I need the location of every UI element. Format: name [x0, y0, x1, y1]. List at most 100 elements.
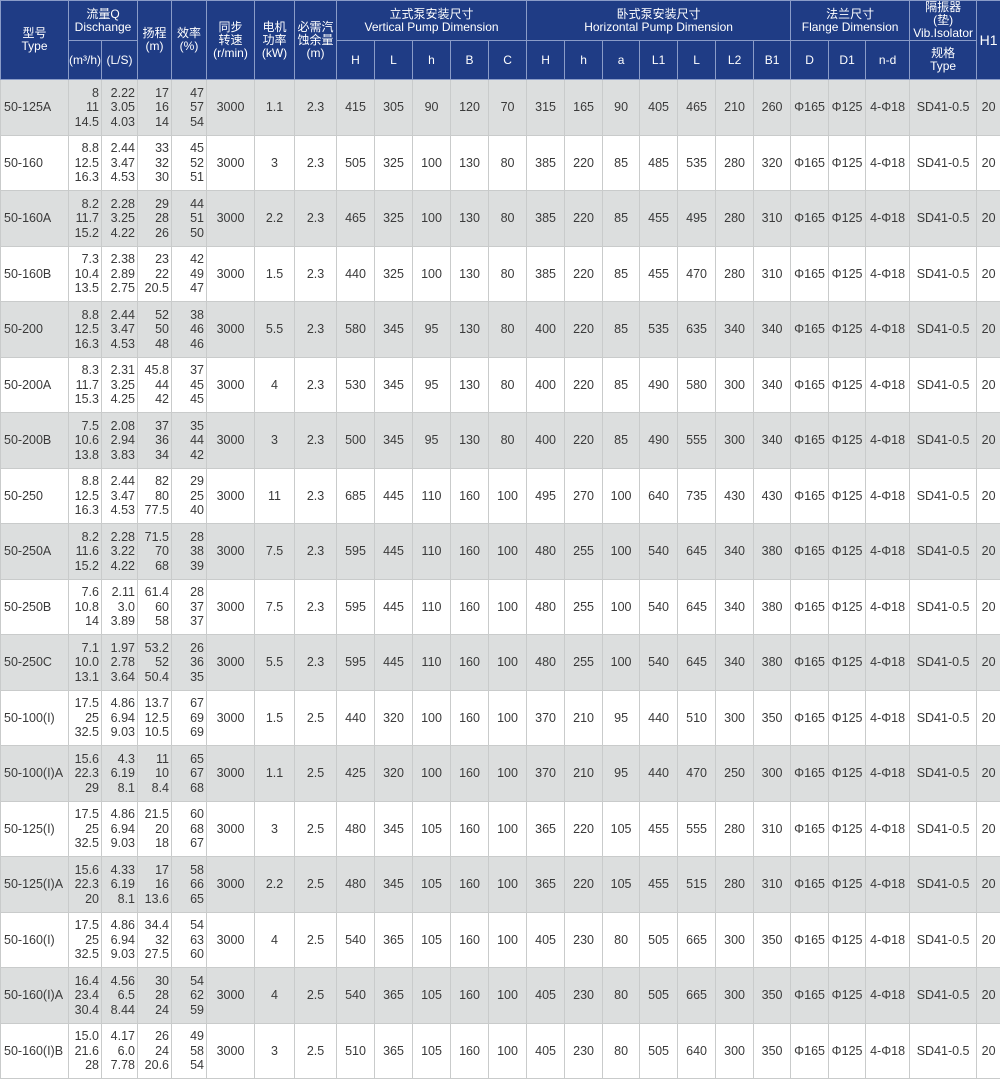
cell-horizontal-l: 645: [678, 635, 716, 691]
cell-head-value: 34.4: [138, 918, 169, 933]
header-type: 型号 Type: [1, 1, 69, 80]
cell-flange-d: Φ165: [791, 746, 829, 802]
cell-efficiency-value: 37: [172, 600, 204, 615]
cell-flange-d: Φ165: [791, 1023, 829, 1079]
cell-power: 3: [255, 413, 295, 469]
cell-vertical-l: 365: [375, 912, 413, 968]
cell-flange-d: Φ165: [791, 635, 829, 691]
cell-horizontal-h: 255: [565, 635, 603, 691]
cell-horizontal-a: 100: [603, 635, 640, 691]
cell-horizontal-b1: 380: [754, 579, 791, 635]
cell-flow-m3h-value: 16.3: [69, 337, 99, 352]
cell-horizontal-b1: 300: [754, 746, 791, 802]
cell-vertical-h: 105: [413, 968, 451, 1024]
cell-flow-ls-value: 2.11: [102, 585, 135, 600]
cell-efficiency-value: 44: [172, 433, 204, 448]
cell-head-value: 32: [138, 156, 169, 171]
cell-vertical-c: 100: [489, 468, 527, 524]
cell-flow-m3h-value: 12.5: [69, 489, 99, 504]
cell-vertical-h: 110: [413, 524, 451, 580]
cell-vertical-b: 160: [451, 801, 489, 857]
cell-flow-ls-value: 2.44: [102, 308, 135, 323]
cell-flow-m3h-value: 8.8: [69, 474, 99, 489]
cell-horizontal-l2: 340: [716, 524, 754, 580]
cell-flow-ls-value: 4.03: [102, 115, 135, 130]
cell-flow-ls-value: 4.56: [102, 974, 135, 989]
cell-h1: 20: [977, 635, 1000, 691]
cell-flow-m3h-value: 8.8: [69, 308, 99, 323]
cell-horizontal-h: 405: [527, 912, 565, 968]
cell-speed: 3000: [207, 690, 255, 746]
cell-horizontal-a: 95: [603, 746, 640, 802]
cell-npsh: 2.5: [295, 690, 337, 746]
cell-efficiency-value: 42: [172, 448, 204, 463]
cell-npsh: 2.3: [295, 191, 337, 247]
cell-flange-n-d: 4-Φ18: [866, 635, 910, 691]
cell-npsh: 2.5: [295, 801, 337, 857]
cell-horizontal-h: 480: [527, 579, 565, 635]
cell-horizontal-l2: 250: [716, 746, 754, 802]
cell-vertical-l: 345: [375, 801, 413, 857]
cell-flow-m3h-value: 22.3: [69, 766, 99, 781]
cell-horizontal-l: 635: [678, 302, 716, 358]
header-horizontal-a: a: [603, 41, 640, 80]
cell-horizontal-a: 95: [603, 690, 640, 746]
cell-horizontal-l1: 540: [640, 524, 678, 580]
cell-flow-m3h-value: 13.8: [69, 448, 99, 463]
cell-vertical-h: 110: [413, 635, 451, 691]
cell-flow-m3h-value: 7.6: [69, 585, 99, 600]
cell-flow-ls-value: 6.94: [102, 822, 135, 837]
cell-flow-ls-value: 3.83: [102, 448, 135, 463]
cell-type: 50-100(I): [1, 690, 69, 746]
cell-horizontal-l: 555: [678, 413, 716, 469]
header-vertical: 立式泵安装尺寸 Vertical Pump Dimension: [337, 1, 527, 41]
cell-flange-n-d: 4-Φ18: [866, 524, 910, 580]
cell-flow-m3h-value: 17.5: [69, 807, 99, 822]
cell-horizontal-l2: 280: [716, 801, 754, 857]
cell-vertical-h: 480: [337, 857, 375, 913]
cell-type: 50-125(I)A: [1, 857, 69, 913]
cell-vertical-h: 105: [413, 801, 451, 857]
cell-flow-ls-value: 4.86: [102, 807, 135, 822]
cell-efficiency-value: 38: [172, 308, 204, 323]
cell-horizontal-l1: 440: [640, 746, 678, 802]
cell-type: 50-200A: [1, 357, 69, 413]
cell-flow-m3h-value: 17.5: [69, 918, 99, 933]
cell-flange-d: Φ165: [791, 357, 829, 413]
cell-horizontal-l1: 405: [640, 80, 678, 136]
cell-vertical-b: 160: [451, 579, 489, 635]
cell-head-value: 30: [138, 170, 169, 185]
cell-type: 50-250: [1, 468, 69, 524]
cell-flow-m3h-value: 23.4: [69, 988, 99, 1003]
cell-head-value: 21.5: [138, 807, 169, 822]
cell-speed: 3000: [207, 746, 255, 802]
cell-efficiency-value: 47: [172, 86, 204, 101]
cell-flow-ls-value: 9.03: [102, 725, 135, 740]
cell-flange-d: Φ165: [791, 857, 829, 913]
cell-efficiency-value: 60: [172, 947, 204, 962]
cell-head-value: 53.2: [138, 641, 169, 656]
cell-h1: 20: [977, 302, 1000, 358]
cell-vertical-h: 100: [413, 746, 451, 802]
cell-horizontal-a: 100: [603, 579, 640, 635]
cell-power: 1.5: [255, 246, 295, 302]
cell-head-value: 13.6: [138, 892, 169, 907]
cell-efficiency-value: 36: [172, 655, 204, 670]
header-flange: 法兰尺寸 Flange Dimension: [791, 1, 910, 41]
cell-npsh: 2.3: [295, 524, 337, 580]
cell-horizontal-h: 230: [565, 968, 603, 1024]
cell-npsh: 2.3: [295, 579, 337, 635]
header-vertical-h: H: [337, 41, 375, 80]
